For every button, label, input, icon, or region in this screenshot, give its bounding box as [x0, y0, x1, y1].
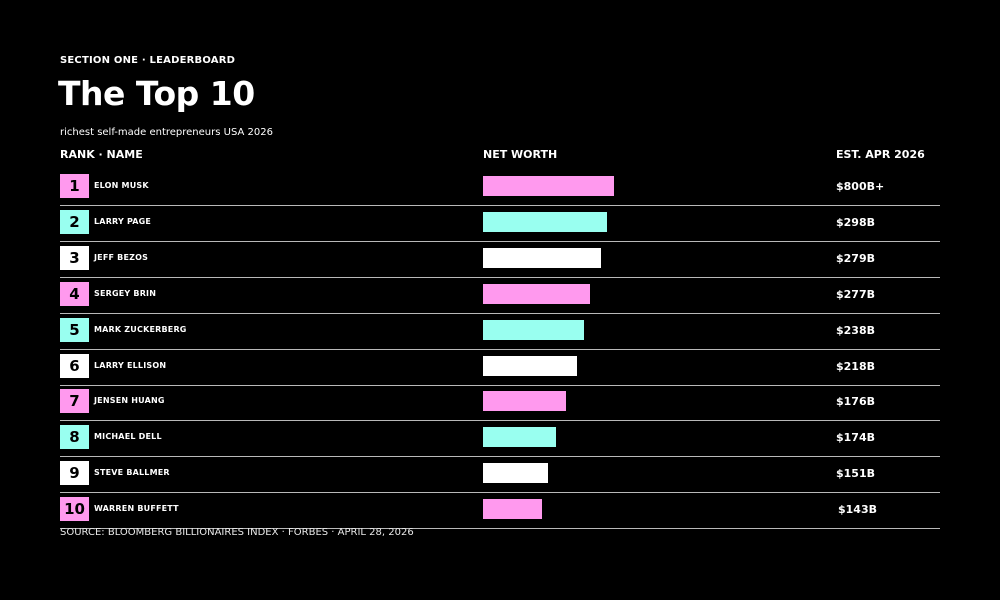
rank-badge: 10 [60, 497, 89, 522]
table-row: 1 ELON MUSK $800B+ [60, 170, 940, 206]
rank-badge: 8 [60, 425, 89, 450]
net-worth-bar [483, 463, 548, 484]
entrepreneur-name: ELON MUSK [94, 181, 149, 190]
net-worth-value: $151B [836, 467, 875, 481]
net-worth-bar [483, 283, 590, 304]
column-header-rank-name: RANK · NAME [60, 148, 143, 161]
net-worth-bar [483, 319, 584, 340]
net-worth-value: $218B [836, 359, 875, 373]
net-worth-bar [483, 391, 566, 412]
entrepreneur-name: MARK ZUCKERBERG [94, 324, 187, 334]
rank-badge: 2 [60, 209, 89, 234]
net-worth-bar [483, 499, 542, 520]
entrepreneur-name: MICHAEL DELL [94, 432, 162, 442]
net-worth-value: $279B [836, 251, 875, 265]
column-header-est: EST. APR 2026 [836, 148, 925, 161]
rank-badge: 1 [60, 174, 89, 198]
net-worth-bar [483, 247, 601, 268]
rank-badge: 3 [60, 245, 89, 270]
table-row: 7 JENSEN HUANG $176B [60, 385, 940, 422]
net-worth-bar [483, 427, 556, 448]
table-row: 8 MICHAEL DELL $174B [60, 421, 940, 458]
table-row: 10 WARREN BUFFETT $143B [60, 493, 940, 530]
rank-badge: 9 [60, 461, 89, 486]
entrepreneur-name: LARRY ELLISON [94, 360, 167, 370]
entrepreneur-name: SERGEY BRIN [94, 288, 157, 298]
net-worth-bar [483, 211, 607, 232]
entrepreneur-name: JEFF BEZOS [94, 252, 149, 262]
entrepreneur-name: LARRY PAGE [94, 216, 152, 226]
net-worth-value: $298B [836, 215, 875, 229]
net-worth-value: $143B [838, 503, 877, 517]
net-worth-value: $277B [836, 287, 875, 301]
table-row: 9 STEVE BALLMER $151B [60, 457, 940, 494]
net-worth-value: $176B [836, 395, 875, 409]
rank-badge: 5 [60, 317, 89, 342]
rank-badge: 4 [60, 281, 89, 306]
net-worth-bar [483, 355, 577, 376]
entrepreneur-name: STEVE BALLMER [94, 468, 170, 478]
table-row: 6 LARRY ELLISON $218B [60, 350, 940, 386]
rank-badge: 6 [60, 353, 89, 378]
page-title: The Top 10 [58, 74, 255, 113]
table-row: 2 LARRY PAGE $298B [60, 206, 940, 242]
entrepreneur-name: JENSEN HUANG [94, 396, 165, 406]
table-row: 3 JEFF BEZOS $279B [60, 242, 940, 278]
page-subtitle: richest self-made entrepreneurs USA 2026 [60, 127, 273, 138]
table-row: 4 SERGEY BRIN $277B [60, 278, 940, 314]
net-worth-value: $238B [836, 323, 875, 337]
net-worth-bar [483, 176, 614, 196]
section-kicker: SECTION ONE · LEADERBOARD [60, 55, 236, 66]
net-worth-value: $800B+ [836, 180, 885, 193]
source-note: SOURCE: BLOOMBERG BILLIONAIRES INDEX · F… [60, 527, 414, 538]
column-header-net-worth: NET WORTH [483, 148, 558, 161]
net-worth-value: $174B [836, 431, 875, 445]
table-row: 5 MARK ZUCKERBERG $238B [60, 314, 940, 350]
rank-badge: 7 [60, 389, 89, 414]
entrepreneur-name: WARREN BUFFETT [94, 504, 179, 514]
